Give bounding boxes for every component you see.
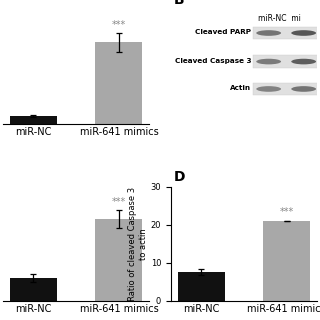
Text: ***: *** [112,197,126,207]
Text: ***: *** [112,20,126,30]
Bar [263,221,310,301]
Ellipse shape [291,30,316,36]
Y-axis label: Ratio of cleaved Caspase 3
to actin: Ratio of cleaved Caspase 3 to actin [128,187,148,301]
Ellipse shape [291,86,316,92]
Bar [10,278,57,301]
Bar [252,55,320,68]
Text: Cleaved PARP: Cleaved PARP [195,29,251,36]
Text: B: B [174,0,185,7]
Ellipse shape [256,30,281,36]
Ellipse shape [256,59,281,64]
Bar [95,42,142,124]
Text: miR-NC  mi: miR-NC mi [259,14,301,23]
Bar [252,27,320,39]
Bar [10,116,57,124]
Ellipse shape [256,86,281,92]
Bar [178,272,225,301]
Bar [252,83,320,95]
Text: Cleaved Caspase 3: Cleaved Caspase 3 [175,58,251,64]
Text: ***: *** [279,207,294,217]
Ellipse shape [291,59,316,64]
Bar [95,219,142,301]
Text: D: D [174,170,185,184]
Text: Actin: Actin [230,85,251,92]
